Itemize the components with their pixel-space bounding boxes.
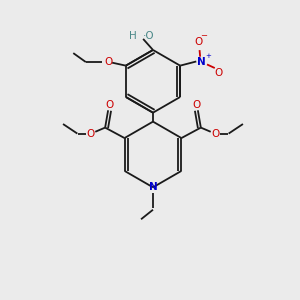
Text: O: O (211, 129, 219, 139)
Text: O: O (194, 37, 202, 47)
Text: N: N (148, 182, 158, 192)
Text: +: + (205, 53, 211, 59)
Text: O: O (105, 100, 113, 110)
Text: ·O: ·O (143, 31, 155, 41)
Text: O: O (193, 100, 201, 110)
Text: O: O (215, 68, 223, 78)
Text: N: N (197, 57, 206, 67)
Text: O: O (104, 57, 112, 67)
Text: −: − (200, 31, 208, 40)
Text: H: H (128, 31, 136, 41)
Text: O: O (87, 129, 95, 139)
